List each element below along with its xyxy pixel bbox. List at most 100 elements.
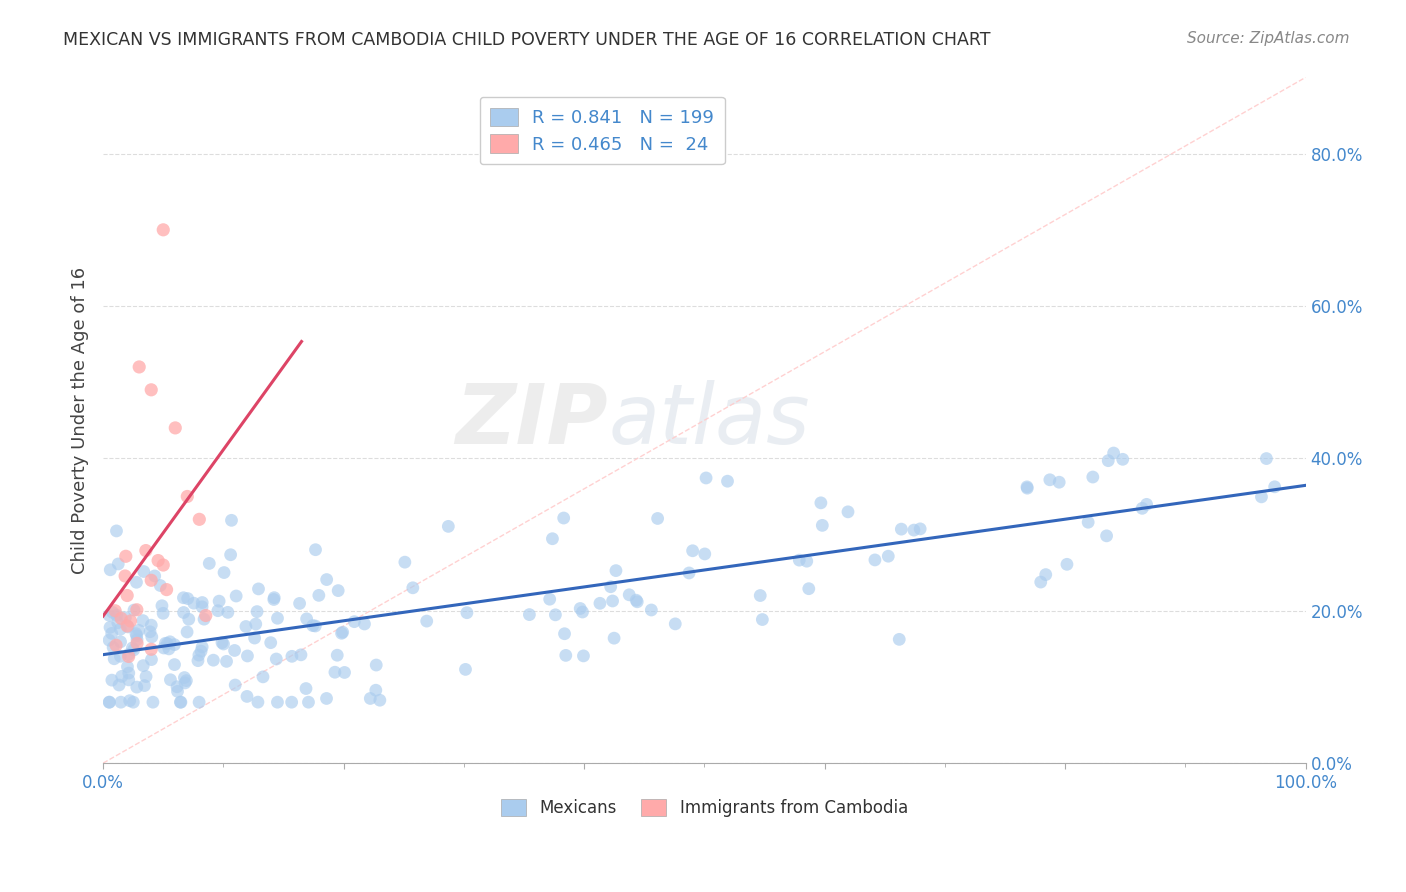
Point xyxy=(1095,529,1118,543)
Point xyxy=(173,606,195,620)
Point xyxy=(837,505,859,519)
Point xyxy=(118,694,141,708)
Point xyxy=(176,624,198,639)
Point xyxy=(132,614,155,628)
Point xyxy=(159,673,181,687)
Point xyxy=(1017,481,1039,495)
Point xyxy=(176,673,198,688)
Point xyxy=(519,607,541,622)
Point xyxy=(332,625,354,640)
Point xyxy=(166,684,188,698)
Point xyxy=(304,542,326,557)
Point xyxy=(1136,497,1159,511)
Point xyxy=(1035,567,1057,582)
Point xyxy=(602,594,624,608)
Point xyxy=(159,635,181,649)
Point xyxy=(98,608,121,623)
Point xyxy=(122,643,145,657)
Point xyxy=(146,553,169,567)
Point xyxy=(105,524,128,538)
Point xyxy=(163,657,186,672)
Point xyxy=(141,574,163,588)
Point xyxy=(132,565,155,579)
Point xyxy=(110,622,132,636)
Point xyxy=(153,640,176,655)
Point xyxy=(243,631,266,645)
Point xyxy=(554,626,576,640)
Point xyxy=(603,631,626,645)
Point xyxy=(98,563,121,577)
Point xyxy=(394,555,416,569)
Point xyxy=(326,648,349,663)
Point xyxy=(183,596,205,610)
Point xyxy=(166,680,188,694)
Point xyxy=(235,619,257,633)
Text: atlas: atlas xyxy=(609,380,810,461)
Point xyxy=(224,678,246,692)
Point xyxy=(141,642,163,657)
Point xyxy=(366,658,388,673)
Point xyxy=(101,640,124,655)
Point xyxy=(110,649,132,664)
Point xyxy=(125,636,148,650)
Point xyxy=(191,640,214,654)
Point xyxy=(141,618,163,632)
Point xyxy=(1112,452,1135,467)
Point xyxy=(193,612,215,626)
Point xyxy=(1102,446,1125,460)
Point xyxy=(308,588,330,602)
Point xyxy=(236,690,259,704)
Point xyxy=(215,654,238,668)
Point xyxy=(281,649,304,664)
Point xyxy=(128,359,150,374)
Point xyxy=(155,636,177,650)
Point xyxy=(315,573,337,587)
Point xyxy=(100,626,122,640)
Point xyxy=(163,638,186,652)
Point xyxy=(1039,473,1062,487)
Point xyxy=(107,615,129,630)
Point xyxy=(105,638,128,652)
Point xyxy=(225,589,247,603)
Point xyxy=(212,637,235,651)
Point xyxy=(280,695,302,709)
Point xyxy=(315,691,337,706)
Point xyxy=(889,632,911,647)
Point xyxy=(252,670,274,684)
Point xyxy=(245,617,267,632)
Point xyxy=(538,592,561,607)
Point xyxy=(149,578,172,592)
Point xyxy=(266,695,288,709)
Point xyxy=(247,582,270,596)
Point xyxy=(125,680,148,694)
Point xyxy=(1097,453,1119,467)
Point xyxy=(288,596,311,610)
Point xyxy=(142,695,165,709)
Point xyxy=(301,618,323,632)
Point xyxy=(120,614,142,628)
Point xyxy=(1029,575,1052,590)
Point xyxy=(152,607,174,621)
Point xyxy=(295,612,318,626)
Point xyxy=(571,605,593,619)
Point xyxy=(117,620,139,634)
Point xyxy=(797,582,820,596)
Point xyxy=(139,624,162,639)
Point xyxy=(211,635,233,649)
Point xyxy=(187,648,209,662)
Point xyxy=(796,554,818,568)
Point xyxy=(553,511,575,525)
Point xyxy=(599,580,621,594)
Point xyxy=(125,575,148,590)
Point xyxy=(333,665,356,680)
Point xyxy=(353,617,375,632)
Point xyxy=(212,566,235,580)
Point xyxy=(787,553,810,567)
Text: Source: ZipAtlas.com: Source: ZipAtlas.com xyxy=(1187,31,1350,46)
Point xyxy=(107,557,129,571)
Point xyxy=(541,532,564,546)
Point xyxy=(98,695,121,709)
Point xyxy=(152,223,174,237)
Point xyxy=(569,601,592,615)
Point xyxy=(141,630,163,644)
